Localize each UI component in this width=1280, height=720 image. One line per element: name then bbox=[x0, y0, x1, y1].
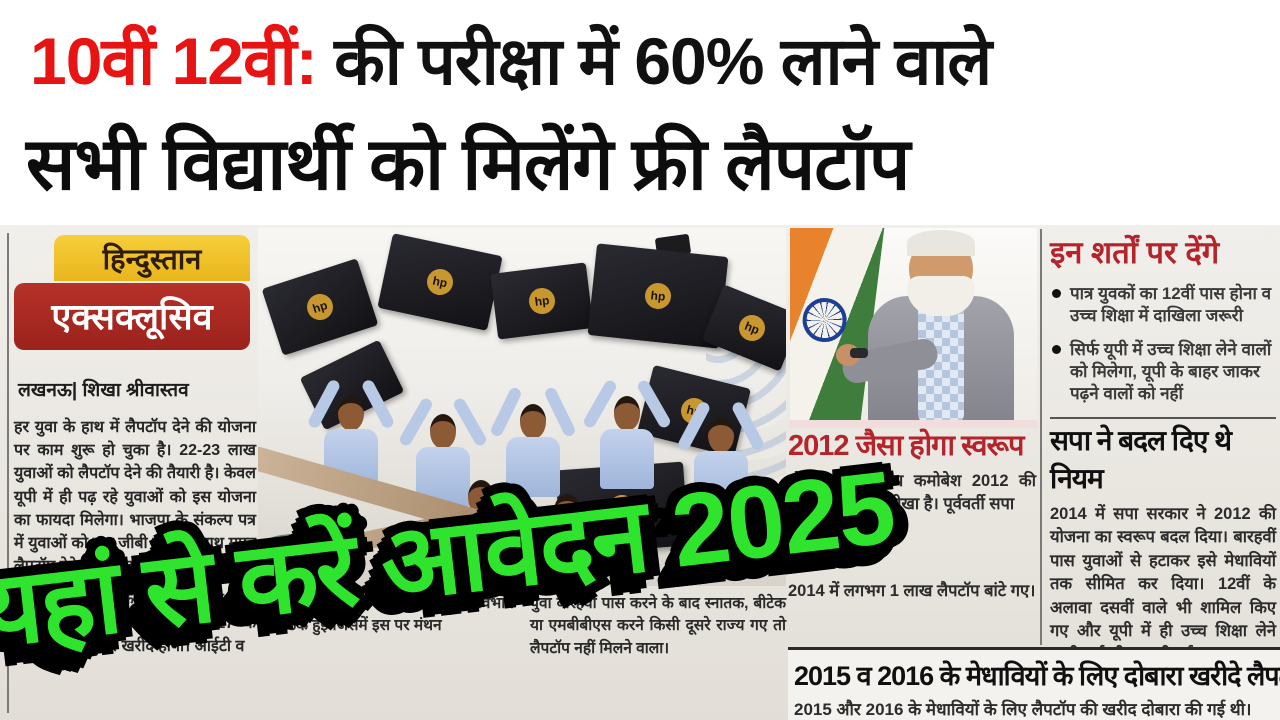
students-laptops-photo: hp hp hp hp hp hp hp bbox=[258, 228, 786, 586]
repurchase-band: 2015 व 2016 के मेधावियों के लिए दोबारा ख… bbox=[788, 647, 1280, 720]
hp-logo: hp bbox=[643, 281, 673, 311]
student-figure bbox=[489, 386, 577, 497]
ashoka-chakra-icon bbox=[800, 295, 850, 345]
bullet-dot-icon bbox=[1052, 345, 1061, 355]
student-figure bbox=[676, 400, 766, 511]
column-rule-middle bbox=[1040, 229, 1042, 645]
laptop-shape: hp bbox=[261, 258, 379, 356]
sec-2012: 2012 जैसा होगा स्वरूप योजना का स्वरूप कम… bbox=[788, 425, 1036, 603]
condition-bullet-text: सिर्फ यूपी में उच्च शिक्षा लेने वालों को… bbox=[1070, 340, 1272, 404]
student-figure bbox=[581, 378, 673, 489]
student-figure bbox=[540, 494, 594, 586]
headline-line1: 10वीं 12वीं: की परीक्षा में 60% लाने वाल… bbox=[30, 14, 1270, 104]
repurchase-heading: 2015 व 2016 के मेधावियों के लिए दोबारा ख… bbox=[794, 661, 1280, 691]
bullet-dot-icon bbox=[1052, 289, 1061, 298]
repurchase-body: 2015 और 2016 के मेधावियों के लिए लैपटॉप … bbox=[794, 700, 1252, 719]
remote-object-shape bbox=[850, 348, 868, 358]
lead-paragraph: हर युवा के हाथ में लैपटॉप देने की योजना … bbox=[14, 419, 256, 576]
column-rule-left bbox=[7, 233, 9, 713]
condition-bullet: पात्र युवकों का 12वीं पास होना व उच्च शि… bbox=[1050, 283, 1276, 327]
section-divider bbox=[1050, 417, 1276, 420]
newspaper-clipping: हिन्दुस्तान एक्सक्लूसिव लखनऊ| शिखा श्रीव… bbox=[0, 225, 1280, 720]
sec-2012-body-tail: 2014 में लगभग 1 लाख लैपटॉप बांटे गए। bbox=[788, 582, 1036, 601]
headline-line1-rest: की परीक्षा में 60% लाने वाले bbox=[316, 24, 992, 98]
headline-line2: सभी विद्यार्थी को मिलेंगे फ्री लैपटॉप bbox=[26, 124, 910, 205]
masthead-logo: हिन्दुस्तान एक्सक्लूसिव bbox=[14, 235, 252, 350]
mid-column-2: युवा बारहवीं पास करने के बाद स्नातक, बीट… bbox=[530, 595, 786, 657]
sapa-heading: सपा ने बदल दिए थे नियम bbox=[1050, 425, 1232, 494]
conditions-heading: इन शर्तों पर देंगे bbox=[1050, 235, 1220, 270]
condition-bullet-text: पात्र युवकों का 12वीं पास होना व उच्च शि… bbox=[1070, 284, 1272, 326]
bottom-columns: सीएम की अध्यक्षता में बीते दिनों शिक्षा … bbox=[258, 593, 786, 660]
sapa-section: सपा ने बदल दिए थे नियम 2014 में सपा सरका… bbox=[1050, 421, 1276, 667]
conditions-section: इन शर्तों पर देंगे पात्र युवकों का 12वीं… bbox=[1050, 231, 1276, 420]
headline-banner: 10वीं 12वीं: की परीक्षा में 60% लाने वाल… bbox=[0, 0, 1280, 225]
laptop-shape: hp bbox=[377, 233, 503, 331]
left-column: हिन्दुस्तान एक्सक्लूसिव लखनऊ| शिखा श्रीव… bbox=[14, 235, 256, 658]
masthead-brand: हिन्दुस्तान bbox=[54, 235, 250, 281]
byline: लखनऊ| शिखा श्रीवास्तव bbox=[18, 380, 189, 401]
class-label: 10वीं 12वीं: bbox=[30, 24, 318, 98]
modi-beard-shape bbox=[907, 276, 975, 316]
second-paragraph: 15 हजार आंकड़ों के मुताबिक पास 22 से 23 … bbox=[14, 591, 256, 655]
sec-2012-heading: 2012 जैसा होगा स्वरूप bbox=[788, 430, 1024, 462]
sapa-body: 2014 में सपा सरकार ने 2012 की योजना का स… bbox=[1050, 505, 1276, 664]
condition-bullet: सिर्फ यूपी में उच्च शिक्षा लेने वालों को… bbox=[1050, 339, 1276, 405]
mid-column-1: सीएम की अध्यक्षता में बीते दिनों शिक्षा … bbox=[258, 595, 514, 635]
sec-2012-body: योजना का स्वरूप कमोबेश 2012 की लैपटॉप यो… bbox=[788, 472, 1036, 514]
hp-logo: hp bbox=[527, 286, 557, 316]
laptop-shape: hp bbox=[490, 262, 594, 340]
masthead-exclusive-badge: एक्सक्लूसिव bbox=[14, 283, 250, 350]
conditions-list: पात्र युवकों का 12वीं पास होना व उच्च शि… bbox=[1050, 283, 1276, 405]
modi-photo bbox=[790, 228, 1037, 428]
hp-logo: hp bbox=[424, 266, 456, 298]
modi-hair-shape bbox=[907, 230, 975, 256]
hp-logo: hp bbox=[303, 290, 337, 324]
hp-logo: hp bbox=[735, 311, 769, 345]
ground-patch-shape bbox=[258, 534, 360, 586]
